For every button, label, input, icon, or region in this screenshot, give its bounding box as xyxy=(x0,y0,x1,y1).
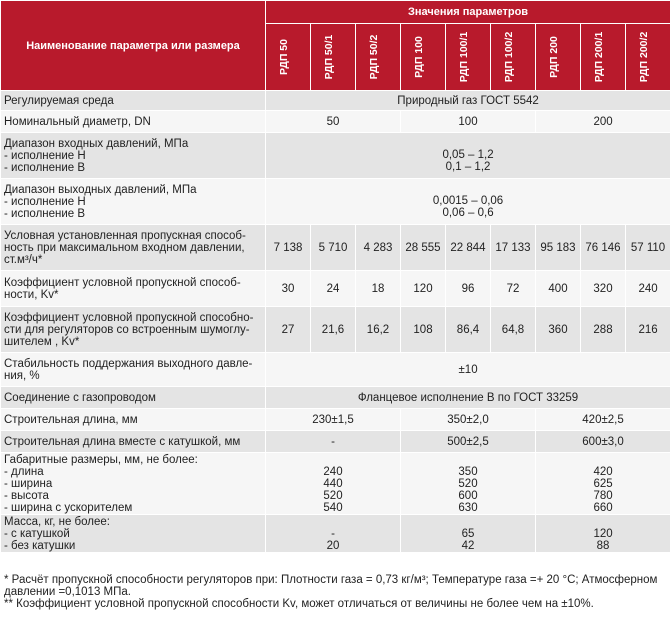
row-value: 320 xyxy=(580,270,626,307)
row-value: 30 xyxy=(265,270,311,307)
row-value: 27 xyxy=(265,306,311,353)
table-row: Условная установленная пропускная способ… xyxy=(0,224,670,271)
footnote-line: ** Коэффициент условной пропускной спосо… xyxy=(4,598,594,610)
values-group-header: Значения параметров xyxy=(264,0,670,24)
row-value: 64,8 xyxy=(490,306,536,353)
model-header: РДП 200/2 xyxy=(624,23,670,91)
row-label: Условная установленная пропускная способ… xyxy=(0,224,266,271)
footnotes: * Расчёт пропускной способности регулято… xyxy=(4,574,668,610)
row-value: 500±2,5 xyxy=(400,430,536,453)
row-label: Масса, кг, не более: - с катушкой - без ка… xyxy=(0,514,266,553)
row-value: 400 xyxy=(535,270,581,307)
table-row: Регулируемая среда Природный газ ГОСТ 55… xyxy=(0,90,670,111)
table-row: Масса, кг, не более: - с катушкой - без ка… xyxy=(0,514,670,553)
parameters-table: Наименование параметра или размера Значе… xyxy=(0,0,670,553)
row-value: -20 xyxy=(265,514,401,553)
row-label: Стабильность поддержания выходного давле… xyxy=(0,352,266,387)
row-value: 86,4 xyxy=(445,306,491,353)
row-value: 420 625 780 660 xyxy=(534,452,670,515)
row-value: 22 844 xyxy=(445,224,491,271)
row-value: 420±2,5 xyxy=(534,408,670,431)
model-header: РДП 200/1 xyxy=(580,23,626,91)
table-row: Диапазон выходных давлений, МПа - исполне… xyxy=(0,178,670,225)
row-value: 95 183 xyxy=(535,224,581,271)
row-value: 0,05 – 1,2 0,1 – 1,2 xyxy=(264,132,670,179)
row-value: 0,0015 – 0,06 0,06 – 0,6 xyxy=(264,178,670,225)
row-value: 7 138 xyxy=(265,224,311,271)
row-value: 200 xyxy=(534,110,670,133)
row-value: 230±1,5 xyxy=(265,408,401,431)
row-label: Номинальный диаметр, DN xyxy=(0,110,266,133)
model-header: РДП 50 xyxy=(265,23,311,91)
row-value: 360 xyxy=(535,306,581,353)
row-value: - xyxy=(265,430,401,453)
table-row: Стабильность поддержания выходного давле… xyxy=(0,352,670,387)
row-value: Природный газ ГОСТ 5542 xyxy=(264,90,670,111)
row-value: 120 xyxy=(400,270,446,307)
row-value: 24 xyxy=(310,270,356,307)
table-row: Строительная длина вместе с катушкой, мм… xyxy=(0,430,670,453)
model-header: РДП 100 xyxy=(400,23,446,91)
row-value: 120 88 xyxy=(534,514,670,553)
row-value: 240 xyxy=(624,270,670,307)
row-value: 17 133 xyxy=(490,224,536,271)
row-value: 108 xyxy=(400,306,446,353)
row-value: 76 146 xyxy=(580,224,626,271)
row-value: 18 xyxy=(355,270,401,307)
row-value: 350±2,0 xyxy=(400,408,536,431)
row-value: 21,6 xyxy=(310,306,356,353)
model-header: РДП 50/1 xyxy=(310,23,356,91)
model-header: РДП 50/2 xyxy=(355,23,401,91)
row-value: 600±3,0 xyxy=(534,430,670,453)
row-label: Диапазон выходных давлений, МПа - исполне… xyxy=(0,178,266,225)
table-row: Габаритные размеры, мм, не более: - длина… xyxy=(0,452,670,515)
row-value: 4 283 xyxy=(355,224,401,271)
row-value: 65 42 xyxy=(400,514,536,553)
row-value: 216 xyxy=(624,306,670,353)
row-value: 72 xyxy=(490,270,536,307)
table-row: Строительная длина, мм 230±1,5 350±2,0 4… xyxy=(0,408,670,431)
model-header: РДП 200 xyxy=(535,23,581,91)
footnote-line: давлении =0,1013 МПа. xyxy=(4,586,131,598)
row-value: 350 520 600 630 xyxy=(400,452,536,515)
model-header: РДП 100/1 xyxy=(445,23,491,91)
table-row: Соединение с газопроводом Фланцевое испо… xyxy=(0,386,670,409)
row-value: 96 xyxy=(445,270,491,307)
row-label: Коэффициент условной пропускной способ-н… xyxy=(0,270,266,307)
table-row: Коэффициент условной пропускной способ-н… xyxy=(0,270,670,307)
row-value: 50 xyxy=(265,110,401,133)
row-value: 28 555 xyxy=(400,224,446,271)
table-row: Номинальный диаметр, DN 50 100 200 xyxy=(0,110,670,133)
table-row: Коэффициент условной пропускной способно… xyxy=(0,306,670,353)
row-label: Габаритные размеры, мм, не более: - длина… xyxy=(0,452,266,515)
row-value: ±10 xyxy=(264,352,670,387)
row-value: 288 xyxy=(580,306,626,353)
row-value: 57 110 xyxy=(624,224,670,271)
row-label: Регулируемая среда xyxy=(0,90,266,111)
row-value: 240 440 520 540 xyxy=(265,452,401,515)
name-column-header: Наименование параметра или размера xyxy=(0,0,266,91)
row-value: 5 710 xyxy=(310,224,356,271)
row-label: Строительная длина, мм xyxy=(0,408,266,431)
row-label: Соединение с газопроводом xyxy=(0,386,266,409)
row-label: Строительная длина вместе с катушкой, мм xyxy=(0,430,266,453)
row-value: Фланцевое исполнение В по ГОСТ 33259 xyxy=(264,386,670,409)
row-value: 16,2 xyxy=(355,306,401,353)
footnote-line: * Расчёт пропускной способности регулято… xyxy=(4,574,658,586)
model-header: РДП 100/2 xyxy=(490,23,536,91)
row-label: Диапазон входных давлений, МПа - исполнен… xyxy=(0,132,266,179)
row-label: Коэффициент условной пропускной способно… xyxy=(0,306,266,353)
row-value: 100 xyxy=(400,110,536,133)
table-row: Диапазон входных давлений, МПа - исполнен… xyxy=(0,132,670,179)
